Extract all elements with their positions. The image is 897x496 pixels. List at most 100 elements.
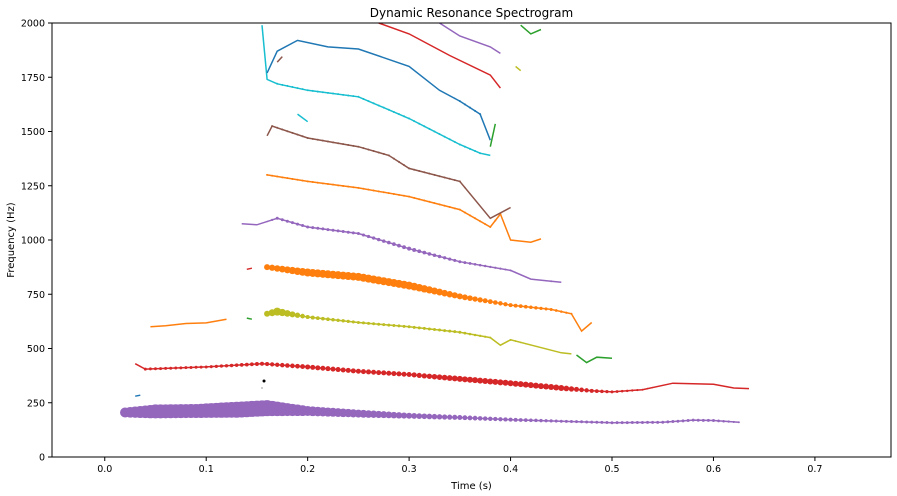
track-point bbox=[337, 93, 340, 96]
track-point bbox=[153, 367, 157, 371]
track-point bbox=[387, 240, 391, 245]
track-point bbox=[285, 219, 289, 223]
track-point bbox=[448, 257, 452, 261]
track-point bbox=[139, 365, 142, 368]
track-21 bbox=[262, 379, 266, 383]
track-line bbox=[378, 22, 501, 89]
track-point bbox=[499, 267, 502, 270]
track-point bbox=[696, 418, 700, 422]
track-point bbox=[484, 223, 487, 226]
track-point bbox=[310, 364, 316, 370]
track-point bbox=[408, 195, 411, 198]
track-point bbox=[367, 321, 371, 325]
track-point bbox=[416, 372, 422, 379]
track-point bbox=[401, 371, 407, 377]
track-point bbox=[291, 131, 294, 134]
track-point bbox=[355, 368, 361, 374]
track-16 bbox=[378, 22, 501, 89]
track-point bbox=[453, 140, 456, 143]
track-5 bbox=[264, 307, 572, 355]
track-point bbox=[426, 413, 433, 420]
track-point bbox=[367, 100, 370, 103]
track-point bbox=[474, 109, 477, 112]
track-point bbox=[589, 388, 594, 393]
track-point bbox=[159, 367, 163, 371]
track-point bbox=[461, 376, 468, 383]
track-point bbox=[421, 373, 427, 379]
track-point bbox=[360, 369, 366, 375]
track-point bbox=[261, 387, 263, 389]
track-point bbox=[467, 295, 473, 301]
track-point bbox=[270, 362, 275, 367]
track-point bbox=[565, 311, 568, 314]
x-tick-label: 0.5 bbox=[604, 464, 619, 475]
track-point bbox=[357, 145, 360, 148]
track-point bbox=[366, 369, 372, 375]
track-point bbox=[347, 143, 350, 146]
track-line bbox=[246, 267, 253, 271]
track-point bbox=[382, 323, 386, 327]
track-point bbox=[473, 262, 477, 266]
track-2 bbox=[135, 394, 141, 397]
track-point bbox=[427, 327, 431, 331]
track-point bbox=[535, 279, 537, 280]
chart-title: Dynamic Resonance Spectrogram bbox=[370, 6, 573, 20]
track-point bbox=[356, 231, 360, 235]
track-point bbox=[392, 192, 395, 195]
track-point bbox=[458, 208, 461, 211]
track-point bbox=[544, 419, 548, 423]
track-point bbox=[278, 265, 286, 273]
track-point bbox=[468, 214, 471, 217]
track-point bbox=[610, 421, 614, 425]
y-tick-label: 2000 bbox=[21, 19, 45, 30]
track-point bbox=[296, 87, 299, 90]
track-point bbox=[408, 117, 411, 120]
track-point bbox=[523, 418, 528, 422]
track-point bbox=[337, 184, 340, 187]
track-point bbox=[278, 308, 286, 317]
x-axis-label: Time (s) bbox=[450, 481, 492, 492]
track-point bbox=[433, 130, 436, 133]
track-point bbox=[489, 336, 492, 339]
track-point bbox=[512, 380, 519, 387]
track-point bbox=[286, 84, 289, 87]
track-point bbox=[482, 298, 488, 304]
track-point bbox=[681, 419, 685, 423]
track-point bbox=[375, 410, 383, 419]
track-point bbox=[458, 143, 461, 146]
track-10 bbox=[266, 173, 542, 243]
track-point bbox=[330, 366, 336, 372]
track-point bbox=[457, 415, 463, 421]
track-point bbox=[453, 330, 457, 334]
track-point bbox=[479, 205, 481, 207]
track-point bbox=[452, 414, 458, 420]
track-point bbox=[356, 320, 360, 324]
track-point bbox=[380, 411, 388, 419]
track-point bbox=[520, 274, 522, 276]
track-point bbox=[479, 152, 482, 155]
track-point bbox=[615, 421, 619, 425]
track-point bbox=[553, 384, 560, 391]
track-point bbox=[387, 323, 391, 327]
track-point bbox=[423, 125, 426, 128]
track-point bbox=[600, 389, 604, 394]
track-point bbox=[377, 104, 380, 107]
track-point bbox=[493, 416, 498, 422]
track-point bbox=[296, 133, 299, 136]
track-point bbox=[316, 138, 319, 141]
track-point bbox=[332, 92, 335, 95]
track-point bbox=[488, 416, 493, 422]
track-point bbox=[291, 86, 294, 89]
track-point bbox=[686, 418, 690, 422]
track-point bbox=[254, 362, 259, 366]
track-point bbox=[385, 411, 393, 419]
track-point bbox=[462, 294, 468, 301]
track-point bbox=[423, 199, 426, 202]
track-point bbox=[311, 181, 314, 184]
track-point bbox=[517, 381, 524, 388]
track-point bbox=[529, 305, 533, 310]
track-line bbox=[276, 56, 283, 63]
track-point bbox=[295, 363, 300, 369]
track-point bbox=[620, 389, 624, 393]
track-point bbox=[264, 310, 271, 317]
